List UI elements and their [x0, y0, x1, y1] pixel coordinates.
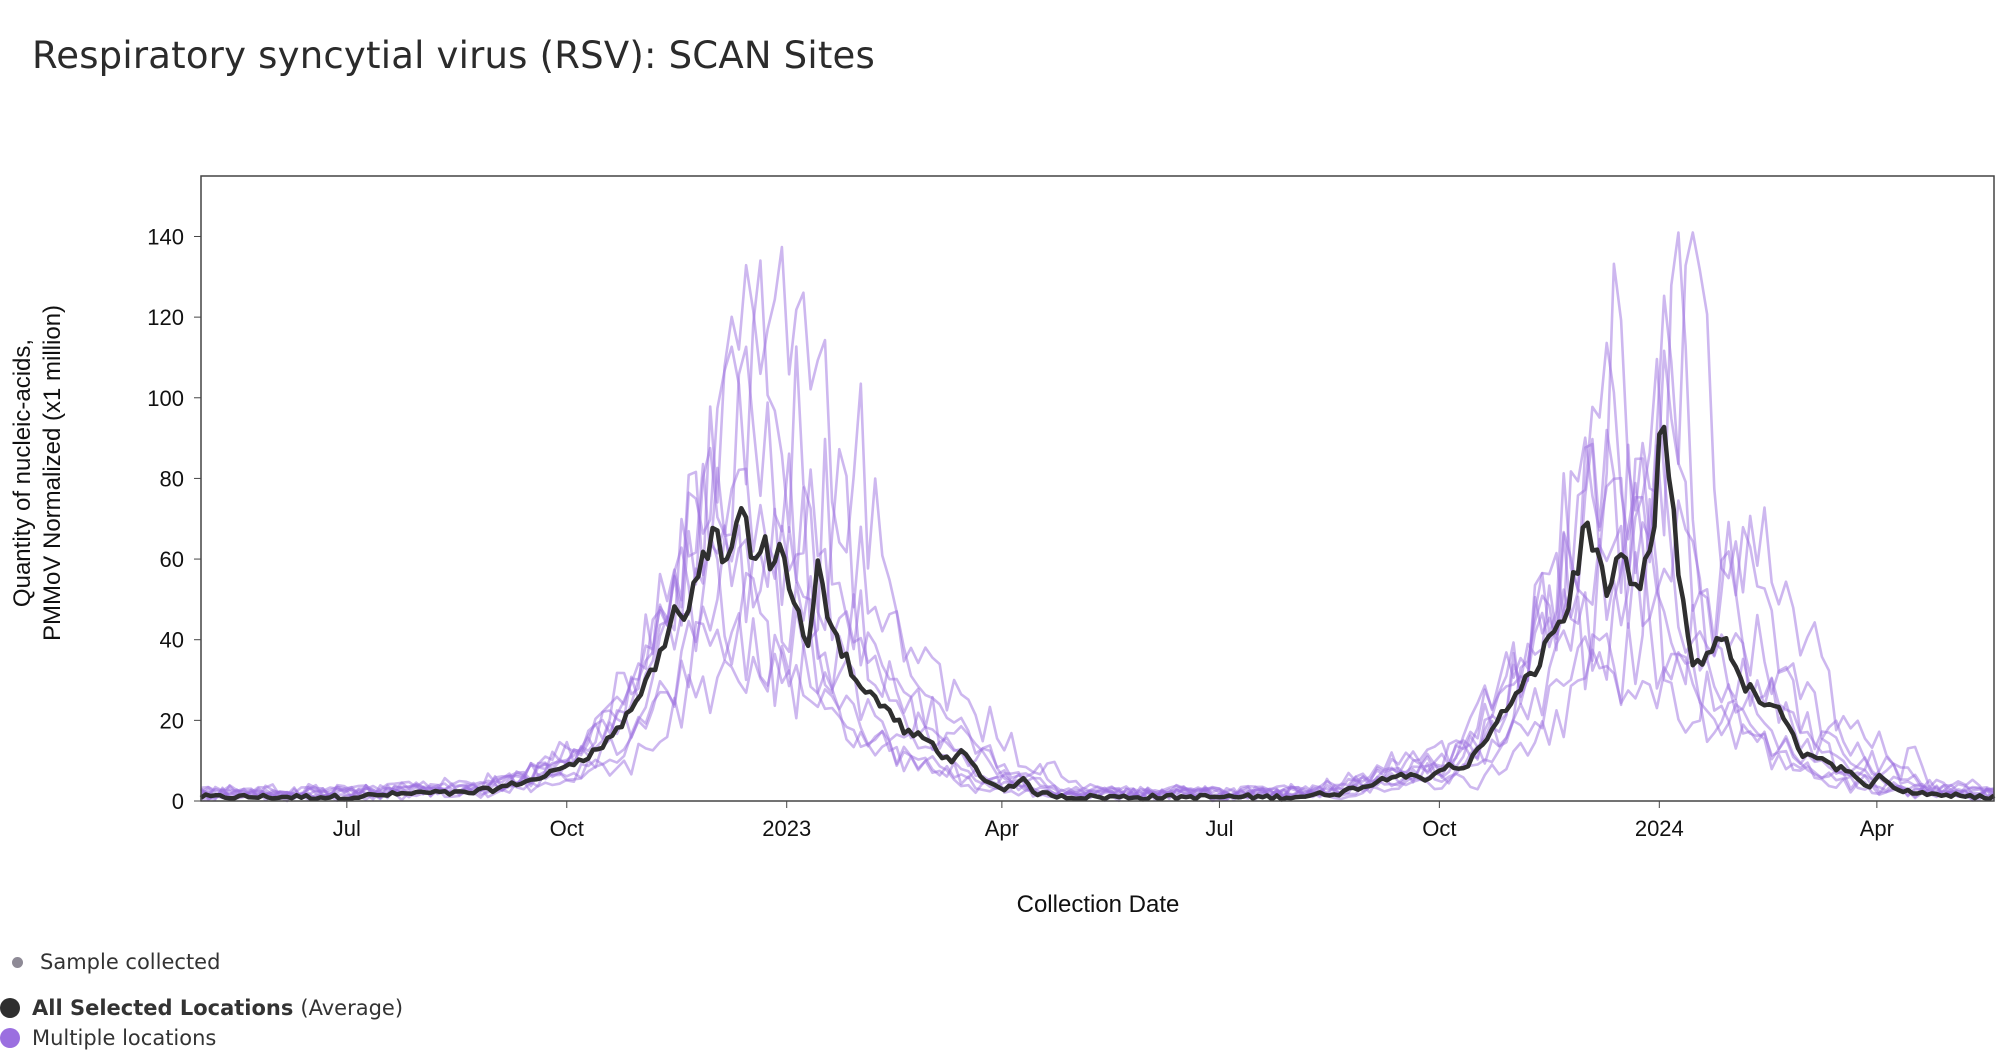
- x-tick-label: Jul: [1205, 816, 1233, 841]
- legend-multiple-label: Multiple locations: [32, 1026, 217, 1050]
- average-line[interactable]: [199, 424, 1996, 802]
- y-tick-label: 140: [147, 224, 184, 249]
- average-dot-icon: [0, 998, 20, 1018]
- location-line[interactable]: [199, 357, 1995, 801]
- x-tick-label: Oct: [550, 816, 584, 841]
- plot-frame: [200, 175, 1995, 802]
- location-line[interactable]: [200, 294, 1995, 799]
- x-axis-title: Collection Date: [1017, 891, 1180, 918]
- y-tick-label: 20: [160, 708, 184, 733]
- x-tick-label: Apr: [1860, 816, 1894, 841]
- location-line[interactable]: [200, 457, 1995, 800]
- location-lines: [199, 231, 1996, 803]
- sample-dot-icon: [12, 956, 23, 968]
- chart-title: Respiratory syncytial virus (RSV): SCAN …: [32, 34, 875, 77]
- x-tick-label: 2023: [762, 816, 811, 841]
- y-tick-label: 100: [147, 386, 184, 411]
- legend-item-average[interactable]: All Selected Locations (Average): [0, 996, 403, 1020]
- y-tick-label: 120: [147, 305, 184, 330]
- y-axis-title-line2: PMMoV Normalized (x1 million): [39, 305, 66, 641]
- x-tick-label: Apr: [985, 816, 1019, 841]
- y-tick-label: 80: [160, 466, 184, 491]
- x-tick-label: Oct: [1422, 816, 1456, 841]
- y-tick-label: 0: [172, 789, 184, 814]
- legend-sample-label: Sample collected: [40, 950, 221, 974]
- x-axis: Jul Oct 2023 Apr Jul Oct 2024 Apr: [333, 801, 1894, 841]
- average-line-group: [199, 424, 1996, 802]
- multiple-dot-icon: [0, 1028, 20, 1048]
- y-axis: 0 20 40 60 80 100 120 140: [147, 224, 201, 814]
- x-tick-label: Jul: [333, 816, 361, 841]
- legend-average-label: All Selected Locations: [32, 996, 294, 1020]
- location-line[interactable]: [200, 633, 1995, 803]
- legend-average-suffix: (Average): [300, 996, 404, 1020]
- y-axis-title-line1: Quantity of nucleic-acids,: [9, 339, 36, 607]
- legend-item-sample[interactable]: Sample collected: [0, 950, 220, 974]
- x-tick-label: 2024: [1635, 816, 1684, 841]
- y-tick-label: 60: [160, 547, 184, 572]
- legend-item-multiple[interactable]: Multiple locations: [0, 1026, 216, 1050]
- y-tick-label: 40: [160, 628, 184, 653]
